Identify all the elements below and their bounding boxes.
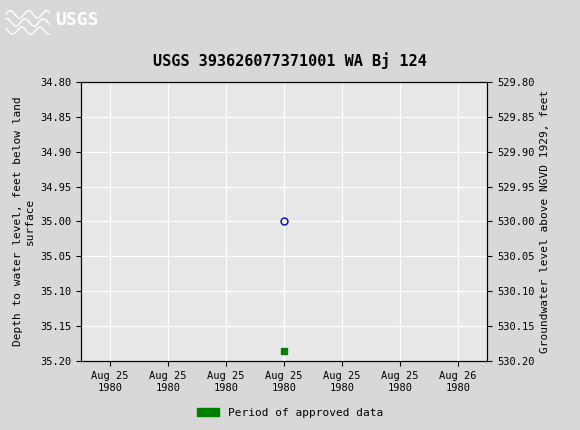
Y-axis label: Depth to water level, feet below land
surface: Depth to water level, feet below land su… [13,97,35,346]
Legend: Period of approved data: Period of approved data [193,403,387,422]
Y-axis label: Groundwater level above NGVD 1929, feet: Groundwater level above NGVD 1929, feet [540,90,550,353]
Text: USGS 393626077371001 WA Bj 124: USGS 393626077371001 WA Bj 124 [153,52,427,69]
Text: USGS: USGS [55,12,99,29]
